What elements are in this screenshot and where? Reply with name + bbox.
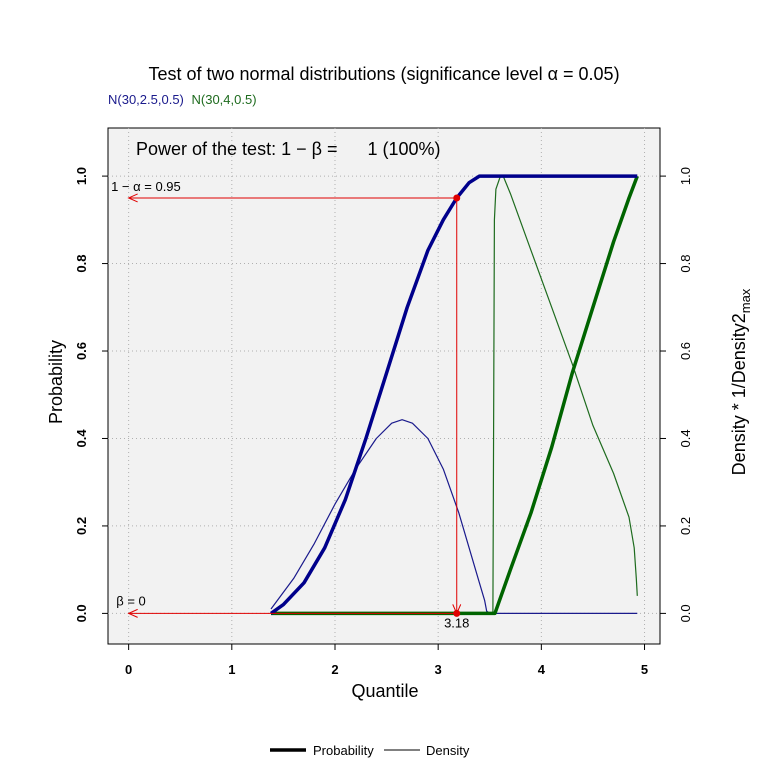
reference-lines: 1 − α = 0.95 β = 0 3.18 [111,179,469,630]
y2-tick-label-3: 0.6 [678,342,693,360]
alpha-label: 1 − α = 0.95 [111,179,181,194]
beta-arrowhead [127,608,138,618]
y2-axis-label: Density * 1/Density2max [729,288,753,475]
y2-tick-label-0: 0.0 [678,604,693,622]
y2-tick-label-4: 0.8 [678,255,693,273]
critical-value-label: 3.18 [444,615,469,630]
y-tick-label-5: 1.0 [74,167,89,185]
subtitle-series-1: N(30,2.5,0.5) [108,92,184,107]
y-tick-label-2: 0.4 [74,429,89,448]
x-tick-label-1: 1 [228,662,235,677]
axes: 0 1 2 3 4 5 0.0 0.0 0.2 0.2 0.4 0.4 0.6 0.6 0.8 0.8 1.0 1… [74,167,693,677]
y-tick-label-4: 0.8 [74,255,89,273]
y-tick-label-0: 0.0 [74,604,89,622]
y2-axis-label-main: Density * 1/Density2 [729,313,749,475]
y2-axis-label-sub: max [738,288,753,313]
x-tick-label-3: 3 [435,662,442,677]
x-axis-label: Quantile [351,681,418,701]
subtitle-series-2: N(30,4,0.5) [192,92,257,107]
y2-tick-label-1: 0.2 [678,517,693,535]
x-tick-label-2: 2 [331,662,338,677]
x-tick-label-5: 5 [641,662,648,677]
legend-density-label: Density [426,743,470,758]
alpha-point [453,194,461,202]
legend-probability-label: Probability [313,743,374,758]
power-annotation: Power of the test: 1 − β = 1 (100%) [136,139,441,159]
y-axis-label: Probability [46,340,66,424]
y-tick-label-1: 0.2 [74,517,89,535]
y2-tick-label-2: 0.4 [678,429,693,447]
beta-point [453,609,461,617]
x-tick-label-0: 0 [125,662,132,677]
chart-subtitle: N(30,2.5,0.5) N(30,4,0.5) [108,92,257,107]
series-line-0 [269,174,638,615]
y2-tick-label-5: 1.0 [678,167,693,185]
beta-label: β = 0 [116,593,146,608]
alpha-arrowhead [127,193,138,203]
x-tick-label-4: 4 [538,662,546,677]
y-tick-label-3: 0.6 [74,342,89,360]
legend: Probability Density [270,743,470,758]
chart-title: Test of two normal distributions (signif… [148,64,619,84]
